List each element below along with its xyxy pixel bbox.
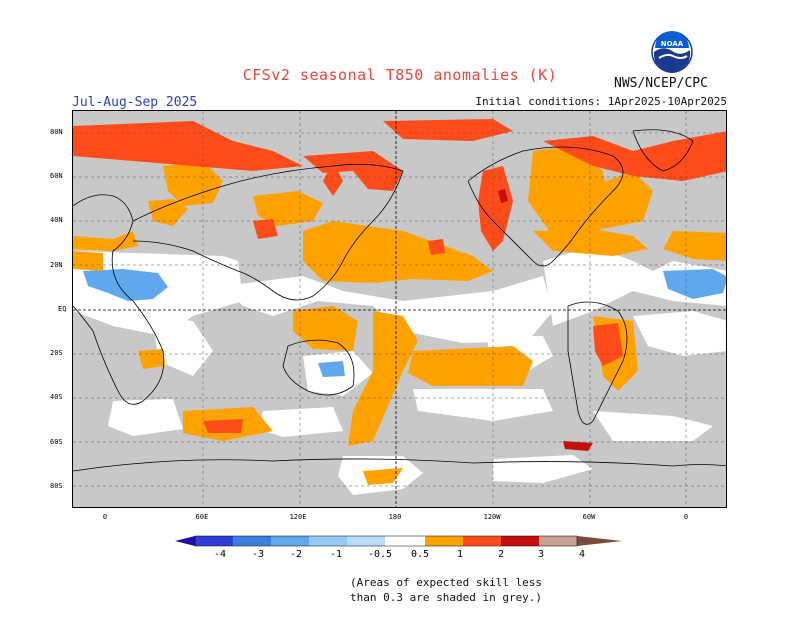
lon-label: 0 <box>683 513 689 521</box>
lat-label: EQ <box>58 305 67 313</box>
lon-label: 0 <box>102 513 108 521</box>
lat-label: 80S <box>50 482 63 490</box>
initial-conditions-label: Initial conditions: 1Apr2025-10Apr2025 <box>475 95 727 108</box>
lon-label: 120E <box>289 513 307 521</box>
colorbar-label: 0.5 <box>410 549 430 560</box>
colorbar-label: 3 <box>537 549 545 560</box>
footnote-line-1: (Areas of expected skill less <box>350 576 543 589</box>
warm-anomalies-medium <box>73 119 726 433</box>
logo-text: NOAA <box>661 40 684 48</box>
lat-label: 60N <box>50 172 63 180</box>
graticule <box>73 111 726 507</box>
colorbar-label: 4 <box>578 549 586 560</box>
lon-label: 60W <box>582 513 596 521</box>
colorbar-label: 2 <box>497 549 505 560</box>
cold-anomalies <box>83 269 726 377</box>
colorbar-label: -3 <box>251 549 265 560</box>
lon-label: 120W <box>483 513 501 521</box>
colorbar-label: 1 <box>456 549 464 560</box>
lat-label: 20N <box>50 261 63 269</box>
colorbar-label: -1 <box>329 549 343 560</box>
footnote: (Areas of expected skill less than 0.3 a… <box>350 575 542 605</box>
map-title: CFSv2 seasonal T850 anomalies (K) <box>242 66 558 84</box>
reference-lines <box>73 111 726 507</box>
lat-label: 40S <box>50 393 63 401</box>
lat-label: 60S <box>50 438 63 446</box>
colorbar-label: -2 <box>289 549 303 560</box>
colorbar-label: -4 <box>213 549 227 560</box>
colorbar <box>175 535 622 547</box>
agency-label: NWS/NCEP/CPC <box>614 76 708 91</box>
lat-label: 20S <box>50 349 63 357</box>
lon-label: 60E <box>195 513 209 521</box>
anomaly-map-svg <box>73 111 726 507</box>
colorbar-arrow-high <box>577 536 622 546</box>
lat-label: 40N <box>50 216 63 224</box>
lon-label: 180 <box>388 513 402 521</box>
season-label: Jul-Aug-Sep 2025 <box>72 95 198 110</box>
warm-anomalies-strong <box>498 189 593 451</box>
colorbar-label: -0.5 <box>367 549 393 560</box>
lat-label: 80N <box>50 128 63 136</box>
footnote-line-2: than 0.3 are shaded in grey.) <box>350 591 543 604</box>
anomaly-map <box>72 110 727 508</box>
colorbar-arrow-low <box>175 536 195 546</box>
noaa-logo: NOAA <box>651 31 693 73</box>
coastlines <box>73 129 726 472</box>
